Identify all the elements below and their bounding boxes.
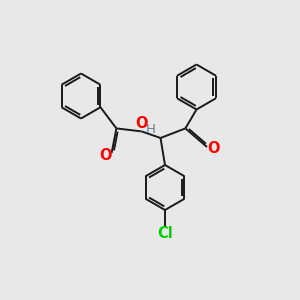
Text: O: O (136, 116, 148, 130)
Text: O: O (99, 148, 112, 163)
Text: O: O (207, 141, 220, 156)
Text: H: H (146, 123, 156, 136)
Text: Cl: Cl (157, 226, 173, 242)
